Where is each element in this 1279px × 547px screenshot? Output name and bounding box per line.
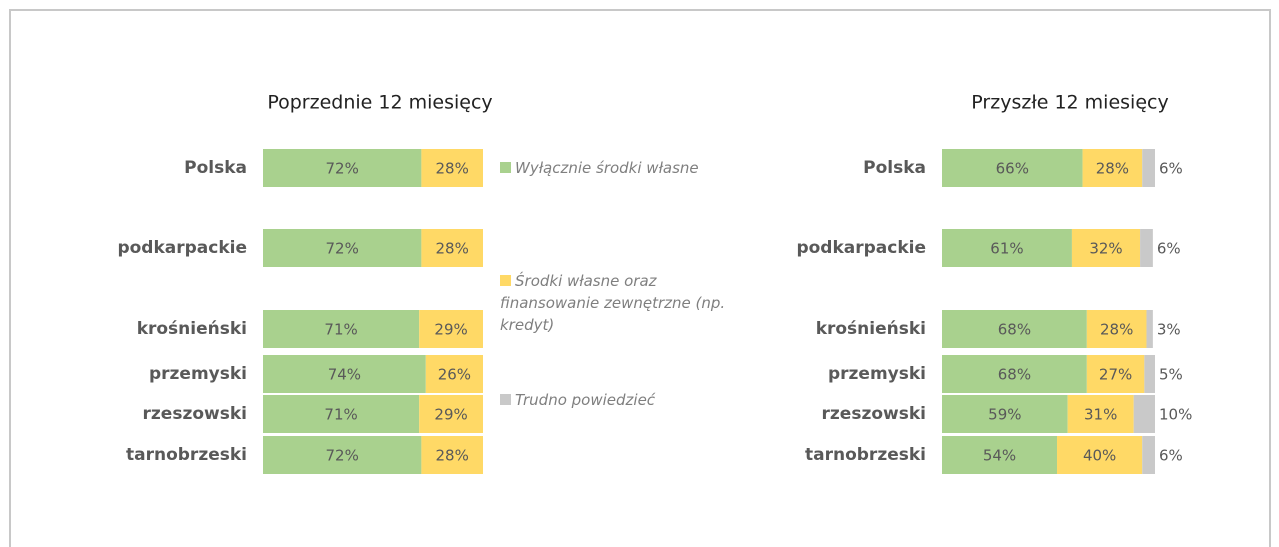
value-label: 71%	[324, 406, 357, 424]
value-label: 6%	[1159, 447, 1183, 465]
value-label: 74%	[328, 366, 361, 384]
bar-segment	[1144, 355, 1155, 393]
category-label: Polska	[863, 158, 926, 178]
value-label: 28%	[436, 160, 469, 178]
bar-segment	[1086, 355, 1145, 393]
value-label: 72%	[326, 447, 359, 465]
frame	[9, 9, 1271, 547]
bar-segment	[1146, 310, 1153, 348]
bar-segment	[942, 355, 1087, 393]
bar-segment	[1086, 310, 1147, 348]
legend-swatch	[500, 394, 511, 405]
value-label: 6%	[1157, 240, 1181, 258]
bar-segment	[942, 149, 1083, 187]
chart-title: Przyszłe 12 miesięcy	[971, 92, 1168, 114]
category-label: przemyski	[149, 364, 247, 384]
bar-segment	[421, 149, 483, 187]
legend-item: Trudno powiedzieć	[500, 389, 730, 411]
category-label: tarnobrzeski	[126, 445, 247, 465]
bar-segment	[1071, 229, 1141, 267]
category-label: Polska	[184, 158, 247, 178]
legend-item: Wyłącznie środki własne	[500, 157, 730, 179]
value-label: 54%	[983, 447, 1016, 465]
legend-swatch	[500, 162, 511, 173]
value-label: 29%	[434, 406, 467, 424]
bar-segment	[1133, 395, 1155, 433]
value-label: 40%	[1083, 447, 1116, 465]
bar-segment	[942, 395, 1068, 433]
category-label: podkarpackie	[117, 238, 247, 258]
bar-segment	[263, 310, 420, 348]
value-label: 31%	[1084, 406, 1117, 424]
value-label: 61%	[990, 240, 1023, 258]
bar-segment	[1140, 229, 1153, 267]
bar-segment	[1142, 149, 1155, 187]
bar-segment	[419, 310, 483, 348]
category-label: rzeszowski	[822, 404, 926, 424]
value-label: 68%	[998, 366, 1031, 384]
value-label: 72%	[326, 240, 359, 258]
value-label: 28%	[436, 240, 469, 258]
value-label: 28%	[436, 447, 469, 465]
value-label: 32%	[1089, 240, 1122, 258]
chart-title: Poprzednie 12 miesięcy	[267, 92, 492, 114]
value-label: 26%	[438, 366, 471, 384]
value-label: 10%	[1159, 406, 1192, 424]
value-label: 27%	[1099, 366, 1132, 384]
bar-segment	[425, 355, 483, 393]
bar-segment	[263, 436, 422, 474]
value-label: 59%	[988, 406, 1021, 424]
bar-segment	[263, 149, 422, 187]
bar-segment	[419, 395, 483, 433]
legend-swatch	[500, 275, 511, 286]
value-label: 28%	[1096, 160, 1129, 178]
value-label: 71%	[324, 321, 357, 339]
bar-segment	[942, 229, 1072, 267]
bar-segment	[1067, 395, 1134, 433]
value-label: 68%	[998, 321, 1031, 339]
bar-segment	[421, 436, 483, 474]
category-label: rzeszowski	[143, 404, 247, 424]
category-label: przemyski	[828, 364, 926, 384]
bar-segment	[942, 436, 1058, 474]
legend-label: Wyłącznie środki własne	[515, 159, 699, 177]
category-label: podkarpackie	[796, 238, 926, 258]
value-label: 6%	[1159, 160, 1183, 178]
value-label: 66%	[996, 160, 1029, 178]
bar-segment	[421, 229, 483, 267]
bar-segment	[1082, 149, 1143, 187]
value-label: 29%	[434, 321, 467, 339]
value-label: 3%	[1157, 321, 1181, 339]
category-label: krośnieński	[137, 319, 247, 339]
value-label: 72%	[326, 160, 359, 178]
bar-segment	[1057, 436, 1143, 474]
bar-segment	[263, 395, 420, 433]
category-label: krośnieński	[816, 319, 926, 339]
category-label: tarnobrzeski	[805, 445, 926, 465]
legend-label: Trudno powiedzieć	[515, 391, 656, 409]
legend-item: Środki własne oraz finansowanie zewnętrz…	[500, 270, 730, 336]
value-label: 5%	[1159, 366, 1183, 384]
bar-segment	[942, 310, 1087, 348]
bar-segment	[1142, 436, 1155, 474]
legend-label: Środki własne oraz finansowanie zewnętrz…	[500, 272, 726, 334]
value-label: 28%	[1100, 321, 1133, 339]
bar-segment	[263, 355, 426, 393]
bar-segment	[263, 229, 422, 267]
